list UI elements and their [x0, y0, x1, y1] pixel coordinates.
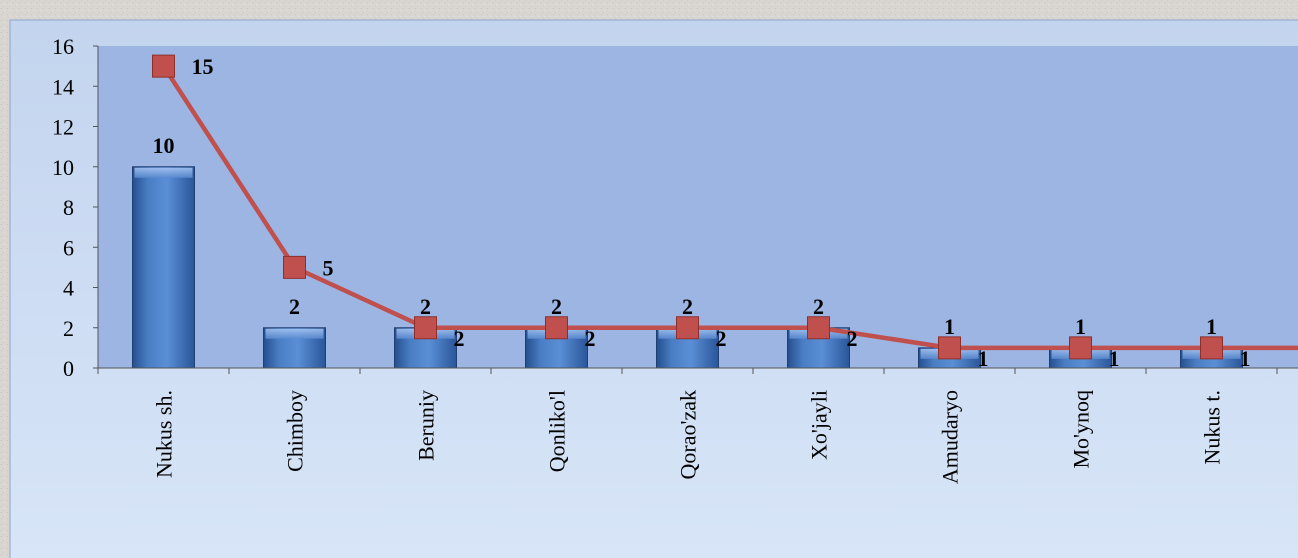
y-tick-label: 6	[63, 235, 74, 260]
x-category-label: Qorao'zak	[676, 390, 701, 479]
line-marker	[152, 54, 175, 78]
x-category-label: Qonliko'l	[545, 390, 570, 472]
bar-cap	[265, 328, 324, 339]
line-data-label: 2	[847, 326, 858, 351]
y-tick-label: 10	[52, 155, 74, 180]
line-marker	[1200, 336, 1223, 360]
y-tick-label: 4	[63, 276, 74, 301]
bar-data-label: 2	[813, 294, 824, 319]
line-marker	[283, 255, 306, 279]
bar-cap	[134, 167, 193, 178]
bar-data-label: 1	[1075, 314, 1086, 339]
bar-data-label: 10	[153, 133, 175, 158]
bar	[132, 166, 195, 369]
y-tick-label: 12	[52, 115, 74, 140]
line-marker	[414, 316, 437, 340]
bar-data-label: 1	[1206, 314, 1217, 339]
line-series	[161, 64, 1298, 351]
y-tick-label: 16	[52, 34, 74, 59]
line-data-label: 2	[454, 326, 465, 351]
line-data-label: 15	[192, 54, 214, 79]
line-data-label: 1	[1109, 346, 1120, 371]
bar-data-label: 2	[682, 294, 693, 319]
line-data-label: 2	[585, 326, 596, 351]
line-marker	[545, 316, 568, 340]
plot-area	[98, 46, 1298, 368]
y-tick-label: 8	[63, 195, 74, 220]
y-tick-label: 2	[63, 316, 74, 341]
bar-data-label: 2	[420, 294, 431, 319]
bar-data-label: 2	[551, 294, 562, 319]
bar-data-label: 2	[289, 294, 300, 319]
line-data-label: 1	[978, 346, 989, 371]
x-category-label: Xo'jayli	[807, 390, 832, 460]
line-data-label: 1	[1240, 346, 1251, 371]
line-marker	[1069, 336, 1092, 360]
x-category-label: Nukus t.	[1200, 390, 1225, 465]
y-tick-label: 14	[52, 74, 74, 99]
line-marker	[676, 316, 699, 340]
x-category-label: Amudaryo	[938, 390, 963, 484]
x-category-label: Nukus sh.	[152, 390, 177, 478]
x-category-label: Chimboy	[283, 390, 308, 472]
line-data-label: 2	[716, 326, 727, 351]
x-category-label: Beruniy	[414, 390, 439, 461]
bar-data-label: 1	[944, 314, 955, 339]
bar	[263, 327, 326, 369]
y-tick-label: 0	[63, 356, 74, 381]
bar-body	[132, 166, 195, 369]
x-category-label: Mo'ynoq	[1069, 390, 1094, 469]
line-data-label: 5	[323, 255, 334, 280]
line-marker	[807, 316, 830, 340]
line-marker	[938, 336, 961, 360]
